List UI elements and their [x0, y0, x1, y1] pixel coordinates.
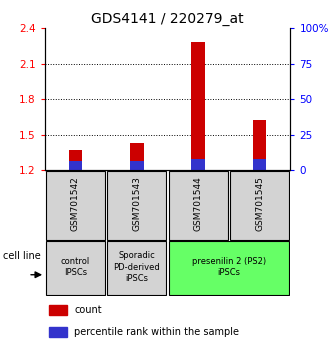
Bar: [69, 161, 82, 170]
Bar: [253, 120, 266, 170]
Text: GSM701544: GSM701544: [194, 177, 203, 231]
Text: GSM701545: GSM701545: [255, 176, 264, 232]
Text: GSM701543: GSM701543: [132, 176, 141, 232]
Text: presenilin 2 (PS2)
iPSCs: presenilin 2 (PS2) iPSCs: [192, 257, 266, 277]
Text: GSM701542: GSM701542: [71, 177, 80, 231]
Title: GDS4141 / 220279_at: GDS4141 / 220279_at: [91, 12, 244, 26]
Bar: [130, 143, 144, 170]
Bar: [169, 171, 228, 240]
Bar: [107, 171, 166, 240]
Bar: [169, 241, 289, 295]
Text: control
IPSCs: control IPSCs: [61, 257, 90, 277]
Bar: [253, 159, 266, 170]
Bar: [46, 241, 105, 295]
Text: cell line: cell line: [3, 251, 40, 261]
Bar: [107, 241, 166, 295]
Bar: [69, 150, 82, 170]
Text: percentile rank within the sample: percentile rank within the sample: [74, 327, 239, 337]
Bar: [191, 159, 205, 170]
Text: Sporadic
PD-derived
iPSCs: Sporadic PD-derived iPSCs: [114, 251, 160, 282]
Bar: [191, 42, 205, 170]
Text: count: count: [74, 305, 102, 315]
Bar: [230, 171, 289, 240]
Bar: [130, 161, 144, 170]
Bar: [46, 171, 105, 240]
Bar: [50, 327, 67, 337]
Bar: [50, 305, 67, 315]
